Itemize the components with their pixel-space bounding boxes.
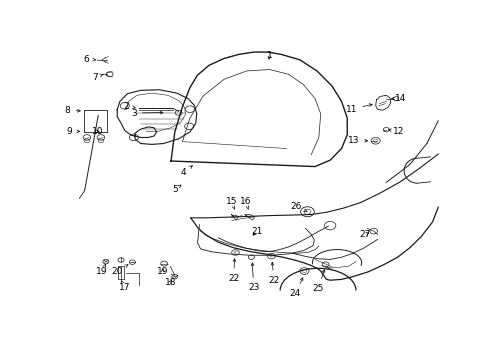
Text: 4: 4 bbox=[180, 166, 192, 177]
Text: 26: 26 bbox=[290, 202, 306, 212]
Text: 19: 19 bbox=[96, 264, 107, 276]
Text: 24: 24 bbox=[289, 278, 302, 298]
Text: 12: 12 bbox=[388, 127, 404, 136]
Text: 15: 15 bbox=[225, 197, 237, 209]
Text: 27: 27 bbox=[359, 230, 370, 239]
Text: 17: 17 bbox=[119, 280, 130, 292]
Text: 22: 22 bbox=[268, 262, 279, 285]
Text: 22: 22 bbox=[227, 259, 239, 283]
Text: 21: 21 bbox=[251, 227, 262, 236]
Text: 20: 20 bbox=[111, 265, 128, 275]
Text: 23: 23 bbox=[247, 263, 259, 292]
Text: 11: 11 bbox=[346, 104, 371, 114]
Text: 25: 25 bbox=[312, 270, 324, 293]
Text: 3: 3 bbox=[131, 109, 163, 118]
Text: 7: 7 bbox=[92, 72, 103, 81]
Text: 5: 5 bbox=[172, 185, 181, 194]
Text: 19: 19 bbox=[157, 266, 168, 275]
Text: 18: 18 bbox=[164, 278, 176, 287]
Text: 10: 10 bbox=[92, 127, 103, 136]
Text: 1: 1 bbox=[266, 51, 272, 60]
Text: 13: 13 bbox=[347, 136, 367, 145]
Text: 14: 14 bbox=[391, 94, 406, 103]
Text: 16: 16 bbox=[240, 197, 251, 209]
Text: 8: 8 bbox=[65, 106, 80, 115]
Text: 9: 9 bbox=[66, 127, 80, 136]
Text: 6: 6 bbox=[84, 55, 96, 64]
Text: 2: 2 bbox=[123, 102, 135, 111]
